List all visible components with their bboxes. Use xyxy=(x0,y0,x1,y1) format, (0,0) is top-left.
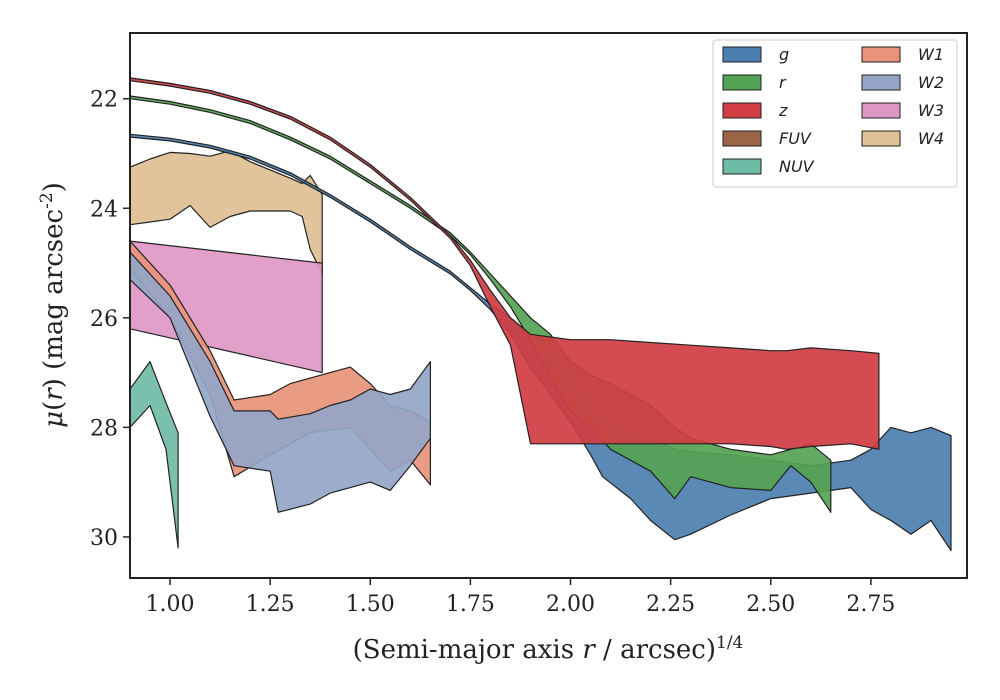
plot-frame xyxy=(129,32,968,579)
legend-swatch-w1 xyxy=(861,46,901,63)
legend-label-w1: W1 xyxy=(918,45,944,64)
x-tick-label: 2.25 xyxy=(646,592,695,617)
y-tick-label: 22 xyxy=(90,88,118,113)
y-axis-label: μ(r) (mag arcsec-2) xyxy=(37,182,69,428)
legend-label-z: z xyxy=(778,101,788,120)
legend-label-r: r xyxy=(779,73,787,92)
legend-label-w4: W4 xyxy=(918,129,944,148)
legend-swatch-w2 xyxy=(861,74,901,91)
x-tick-label: 1.00 xyxy=(146,592,195,617)
x-tick-label: 2.50 xyxy=(746,592,795,617)
band-w3 xyxy=(130,240,323,374)
band-nuv xyxy=(130,361,179,549)
legend-swatch-w4 xyxy=(861,130,901,147)
x-tick-label: 2.75 xyxy=(846,592,895,617)
x-axis: 1.00 1.25 1.50 1.75 2.00 2.25 2.50 2.75 xyxy=(146,578,895,617)
legend-swatch-g xyxy=(722,46,762,63)
x-tick-label: 1.25 xyxy=(246,592,295,617)
y-tick-label: 24 xyxy=(90,197,118,222)
legend-swatch-z xyxy=(722,102,762,119)
x-tick-label: 2.00 xyxy=(546,592,595,617)
legend: grz FUV NUV W1 W2 W3 W4 xyxy=(712,39,958,188)
y-tick-label: 30 xyxy=(90,526,118,551)
band-r xyxy=(130,95,832,513)
legend-swatch-nuv xyxy=(722,158,762,175)
band-w2 xyxy=(130,251,431,513)
legend-label-g: g xyxy=(779,45,789,64)
band-layer xyxy=(130,77,952,552)
legend-label-w2: W2 xyxy=(918,73,944,92)
y-axis: 22 24 26 28 30 xyxy=(90,88,130,551)
legend-label-nuv: NUV xyxy=(779,157,815,176)
y-tick-label: 28 xyxy=(90,416,118,441)
x-tick-label: 1.75 xyxy=(446,592,495,617)
x-tick-label: 1.50 xyxy=(346,592,395,617)
x-axis-label: (Semi-major axis r / arcsec)1/4 xyxy=(353,633,744,665)
legend-swatch-fuv xyxy=(722,130,762,147)
band-z xyxy=(130,77,880,450)
legend-label-fuv: FUV xyxy=(779,129,812,148)
legend-swatch-r xyxy=(722,74,762,91)
legend-swatch-w3 xyxy=(861,102,901,119)
legend-label-w3: W3 xyxy=(918,101,944,120)
y-tick-label: 26 xyxy=(90,307,118,332)
